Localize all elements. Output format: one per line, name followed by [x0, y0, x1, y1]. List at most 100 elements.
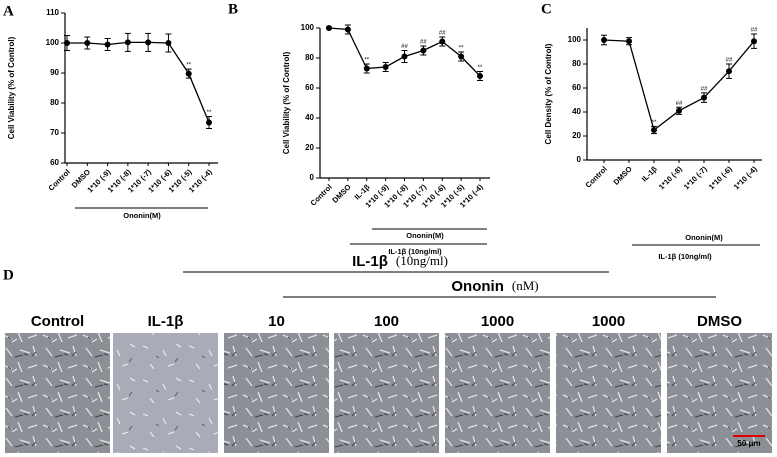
data-point [477, 73, 483, 79]
x-tick-label: DMSO [612, 164, 634, 186]
y-tick-label: 0 [577, 155, 582, 164]
micrograph [556, 333, 661, 453]
data-point [626, 38, 632, 45]
data-point [701, 94, 707, 101]
x-tick-label: IL-1β [640, 164, 659, 183]
data-point [124, 39, 131, 46]
data-point [401, 53, 408, 60]
group-label: IL-1β (10ng/ml) [388, 247, 442, 256]
y-tick-label: 80 [305, 53, 314, 62]
data-point [382, 64, 389, 70]
data-point [651, 127, 657, 133]
significance-mark: ** [459, 46, 464, 52]
x-tick-label: DMSO [330, 182, 352, 204]
significance-mark: ## [676, 101, 683, 107]
data-point [165, 40, 172, 46]
significance-mark: ## [401, 44, 408, 50]
y-axis-label: Cell Viability (% of Control) [7, 36, 16, 139]
micrograph [334, 333, 439, 453]
treatment-name: IL-1β [352, 253, 388, 270]
y-tick-label: 60 [305, 83, 314, 92]
panel-letter: D [3, 267, 14, 283]
image-label: Control [31, 313, 84, 330]
image-label: 10 [268, 313, 285, 330]
significance-mark: ** [186, 63, 191, 69]
micrograph [5, 333, 110, 453]
significance-mark: ** [478, 65, 483, 71]
image-label: IL-1β [148, 313, 184, 330]
y-axis-label: Cell Density (% of Control) [544, 43, 553, 144]
image-label: 100 [374, 313, 399, 330]
significance-mark: ## [751, 28, 758, 34]
significance-mark: ** [364, 58, 369, 64]
significance-mark: ## [726, 58, 733, 64]
x-tick-label: 1*10 (-7) [682, 164, 709, 191]
micrograph [113, 333, 218, 453]
treatment-label: IL-1β (10ng/ml) [352, 253, 448, 270]
data-point [64, 40, 70, 46]
x-tick-label: 1*10 (-8) [657, 164, 684, 191]
y-tick-label: 70 [50, 128, 59, 137]
drug-unit: (nM) [512, 278, 539, 293]
group-label: Ononin(M) [406, 231, 444, 240]
group-label: Ononin(M) [685, 233, 723, 242]
y-tick-label: 40 [572, 107, 581, 116]
drug-name: Ononin [451, 278, 504, 295]
data-point [344, 26, 351, 33]
panel-letter: C [541, 1, 552, 17]
data-point [185, 70, 192, 77]
data-point [601, 37, 607, 43]
micrograph [667, 333, 772, 453]
y-tick-label: 60 [50, 158, 59, 167]
image-label: 1000 [592, 313, 625, 330]
treatment-unit: (10ng/ml) [396, 253, 448, 268]
significance-mark: ** [207, 110, 212, 116]
panel-letter: A [3, 3, 14, 19]
data-point [439, 38, 446, 45]
significance-mark: ## [420, 40, 427, 46]
image-label: DMSO [697, 313, 742, 330]
y-tick-label: 0 [310, 173, 315, 182]
x-tick-label: 1*10 (-4) [732, 164, 759, 191]
x-tick-label: Control [584, 164, 609, 189]
data-point [751, 38, 757, 45]
x-tick-label: Control [309, 182, 334, 207]
data-point [676, 107, 682, 114]
y-tick-label: 100 [46, 38, 60, 47]
y-tick-label: 110 [46, 8, 59, 17]
scale-bar-label: 50 μm [737, 439, 760, 448]
drug-label: Ononin (nM) [451, 278, 538, 295]
data-point [145, 39, 152, 46]
data-point [420, 47, 427, 54]
y-tick-label: 20 [572, 131, 581, 140]
y-tick-label: 40 [305, 113, 314, 122]
micrograph [445, 333, 550, 453]
panel-letter: B [228, 1, 238, 17]
x-tick-label: Control [47, 167, 72, 192]
group-label: IL-1β (10ng/ml) [658, 252, 712, 261]
data-point [206, 119, 212, 126]
data-point [458, 53, 465, 60]
y-tick-label: 60 [572, 83, 581, 92]
data-point [104, 41, 111, 48]
significance-mark: ## [439, 31, 446, 37]
data-point [84, 40, 91, 46]
data-point [326, 25, 332, 31]
data-point [726, 68, 732, 75]
y-tick-label: 100 [301, 23, 315, 32]
y-tick-label: 90 [50, 68, 59, 77]
significance-mark: ** [652, 120, 657, 126]
x-tick-label: 1*10 (-6) [707, 164, 734, 191]
y-tick-label: 80 [572, 59, 581, 68]
y-tick-label: 20 [305, 143, 314, 152]
y-axis-label: Cell Viability (% of Control) [282, 51, 291, 154]
significance-mark: ## [701, 86, 708, 92]
group-label: Ononin(M) [123, 211, 161, 220]
y-tick-label: 80 [50, 98, 59, 107]
image-label: 1000 [481, 313, 514, 330]
data-point [363, 65, 370, 72]
data-line [67, 41, 210, 123]
micrograph [224, 333, 329, 453]
data-line [603, 39, 755, 132]
